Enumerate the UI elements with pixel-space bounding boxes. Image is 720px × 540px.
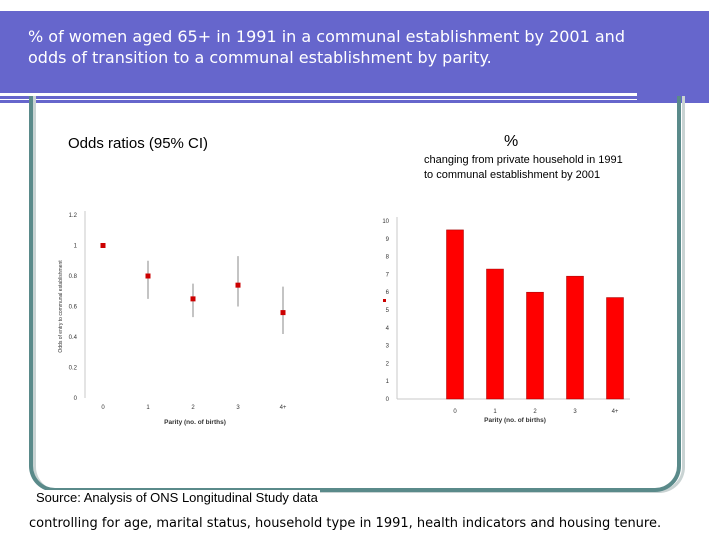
odds-marker [280, 310, 286, 316]
y-tick-label: 10 [382, 219, 389, 225]
title-underline-thin [0, 99, 637, 100]
percent-bar [526, 291, 544, 400]
x-tick-label: 4+ [280, 405, 287, 411]
percent-bar [486, 268, 504, 400]
y-tick-label: 3 [386, 344, 390, 350]
x-tick-label: 1 [146, 405, 150, 411]
odds-marker [145, 273, 151, 279]
y-tick-label: 7 [386, 272, 390, 278]
source-note: Source: Analysis of ONS Longitudinal Stu… [36, 490, 320, 505]
x-axis-title: Parity (no. of births) [484, 417, 546, 424]
y-tick-label: 6 [386, 290, 390, 296]
x-tick-label: 2 [533, 409, 537, 415]
y-tick-label: 1.2 [69, 213, 78, 219]
y-tick-label: 0.8 [69, 274, 78, 280]
x-axis-title: Parity (no. of births) [164, 419, 226, 426]
x-tick-label: 1 [493, 409, 497, 415]
percent-subheading: changing from private household in 1991 … [424, 154, 623, 181]
title-bar [0, 11, 709, 103]
y-tick-label: 0.4 [69, 335, 78, 341]
x-tick-label: 3 [236, 405, 240, 411]
y-tick-label: 8 [386, 255, 390, 261]
percent-heading: % [504, 133, 519, 150]
y-tick-label: 0.6 [69, 305, 78, 311]
y-tick-label: 0.2 [69, 366, 78, 372]
legend-swatch [383, 299, 386, 302]
y-tick-label: 5 [386, 308, 390, 314]
odds-marker [235, 282, 241, 288]
y-tick-label: 4 [386, 326, 390, 332]
y-tick-label: 1 [74, 244, 78, 250]
percent-bar-chart: 0 1 2 3 4 5 6 7 8 9 10 0 1 2 3 4+ Parity (no. of births) [382, 217, 630, 424]
slide-title: % of women aged 65+ in 1991 in a communa… [28, 27, 625, 67]
x-tick-label: 0 [453, 409, 457, 415]
percent-bar [446, 229, 464, 400]
footnote: controlling for age, marital status, hou… [29, 516, 662, 531]
odds-ratio-heading: Odds ratios (95% CI) [68, 135, 209, 152]
y-axis-title: Odds of entry to communal establishment [58, 260, 64, 353]
y-tick-label: 0 [386, 397, 390, 403]
y-tick-label: 9 [386, 237, 390, 243]
y-tick-label: 0 [74, 396, 78, 402]
content-frame [29, 96, 681, 492]
x-tick-label: 3 [573, 409, 577, 415]
odds-marker [190, 296, 196, 302]
odds-marker [100, 243, 106, 248]
y-tick-label: 1 [386, 379, 390, 385]
x-tick-label: 2 [191, 405, 195, 411]
y-tick-label: 2 [386, 361, 390, 367]
percent-bar [566, 275, 584, 400]
title-underline [0, 93, 637, 96]
odds-ratio-chart: 0 0.2 0.4 0.6 0.8 1 1.2 Odds of entry to commun… [58, 211, 287, 426]
percent-bar [606, 297, 624, 400]
x-tick-label: 4+ [612, 409, 619, 415]
x-tick-label: 0 [101, 405, 105, 411]
